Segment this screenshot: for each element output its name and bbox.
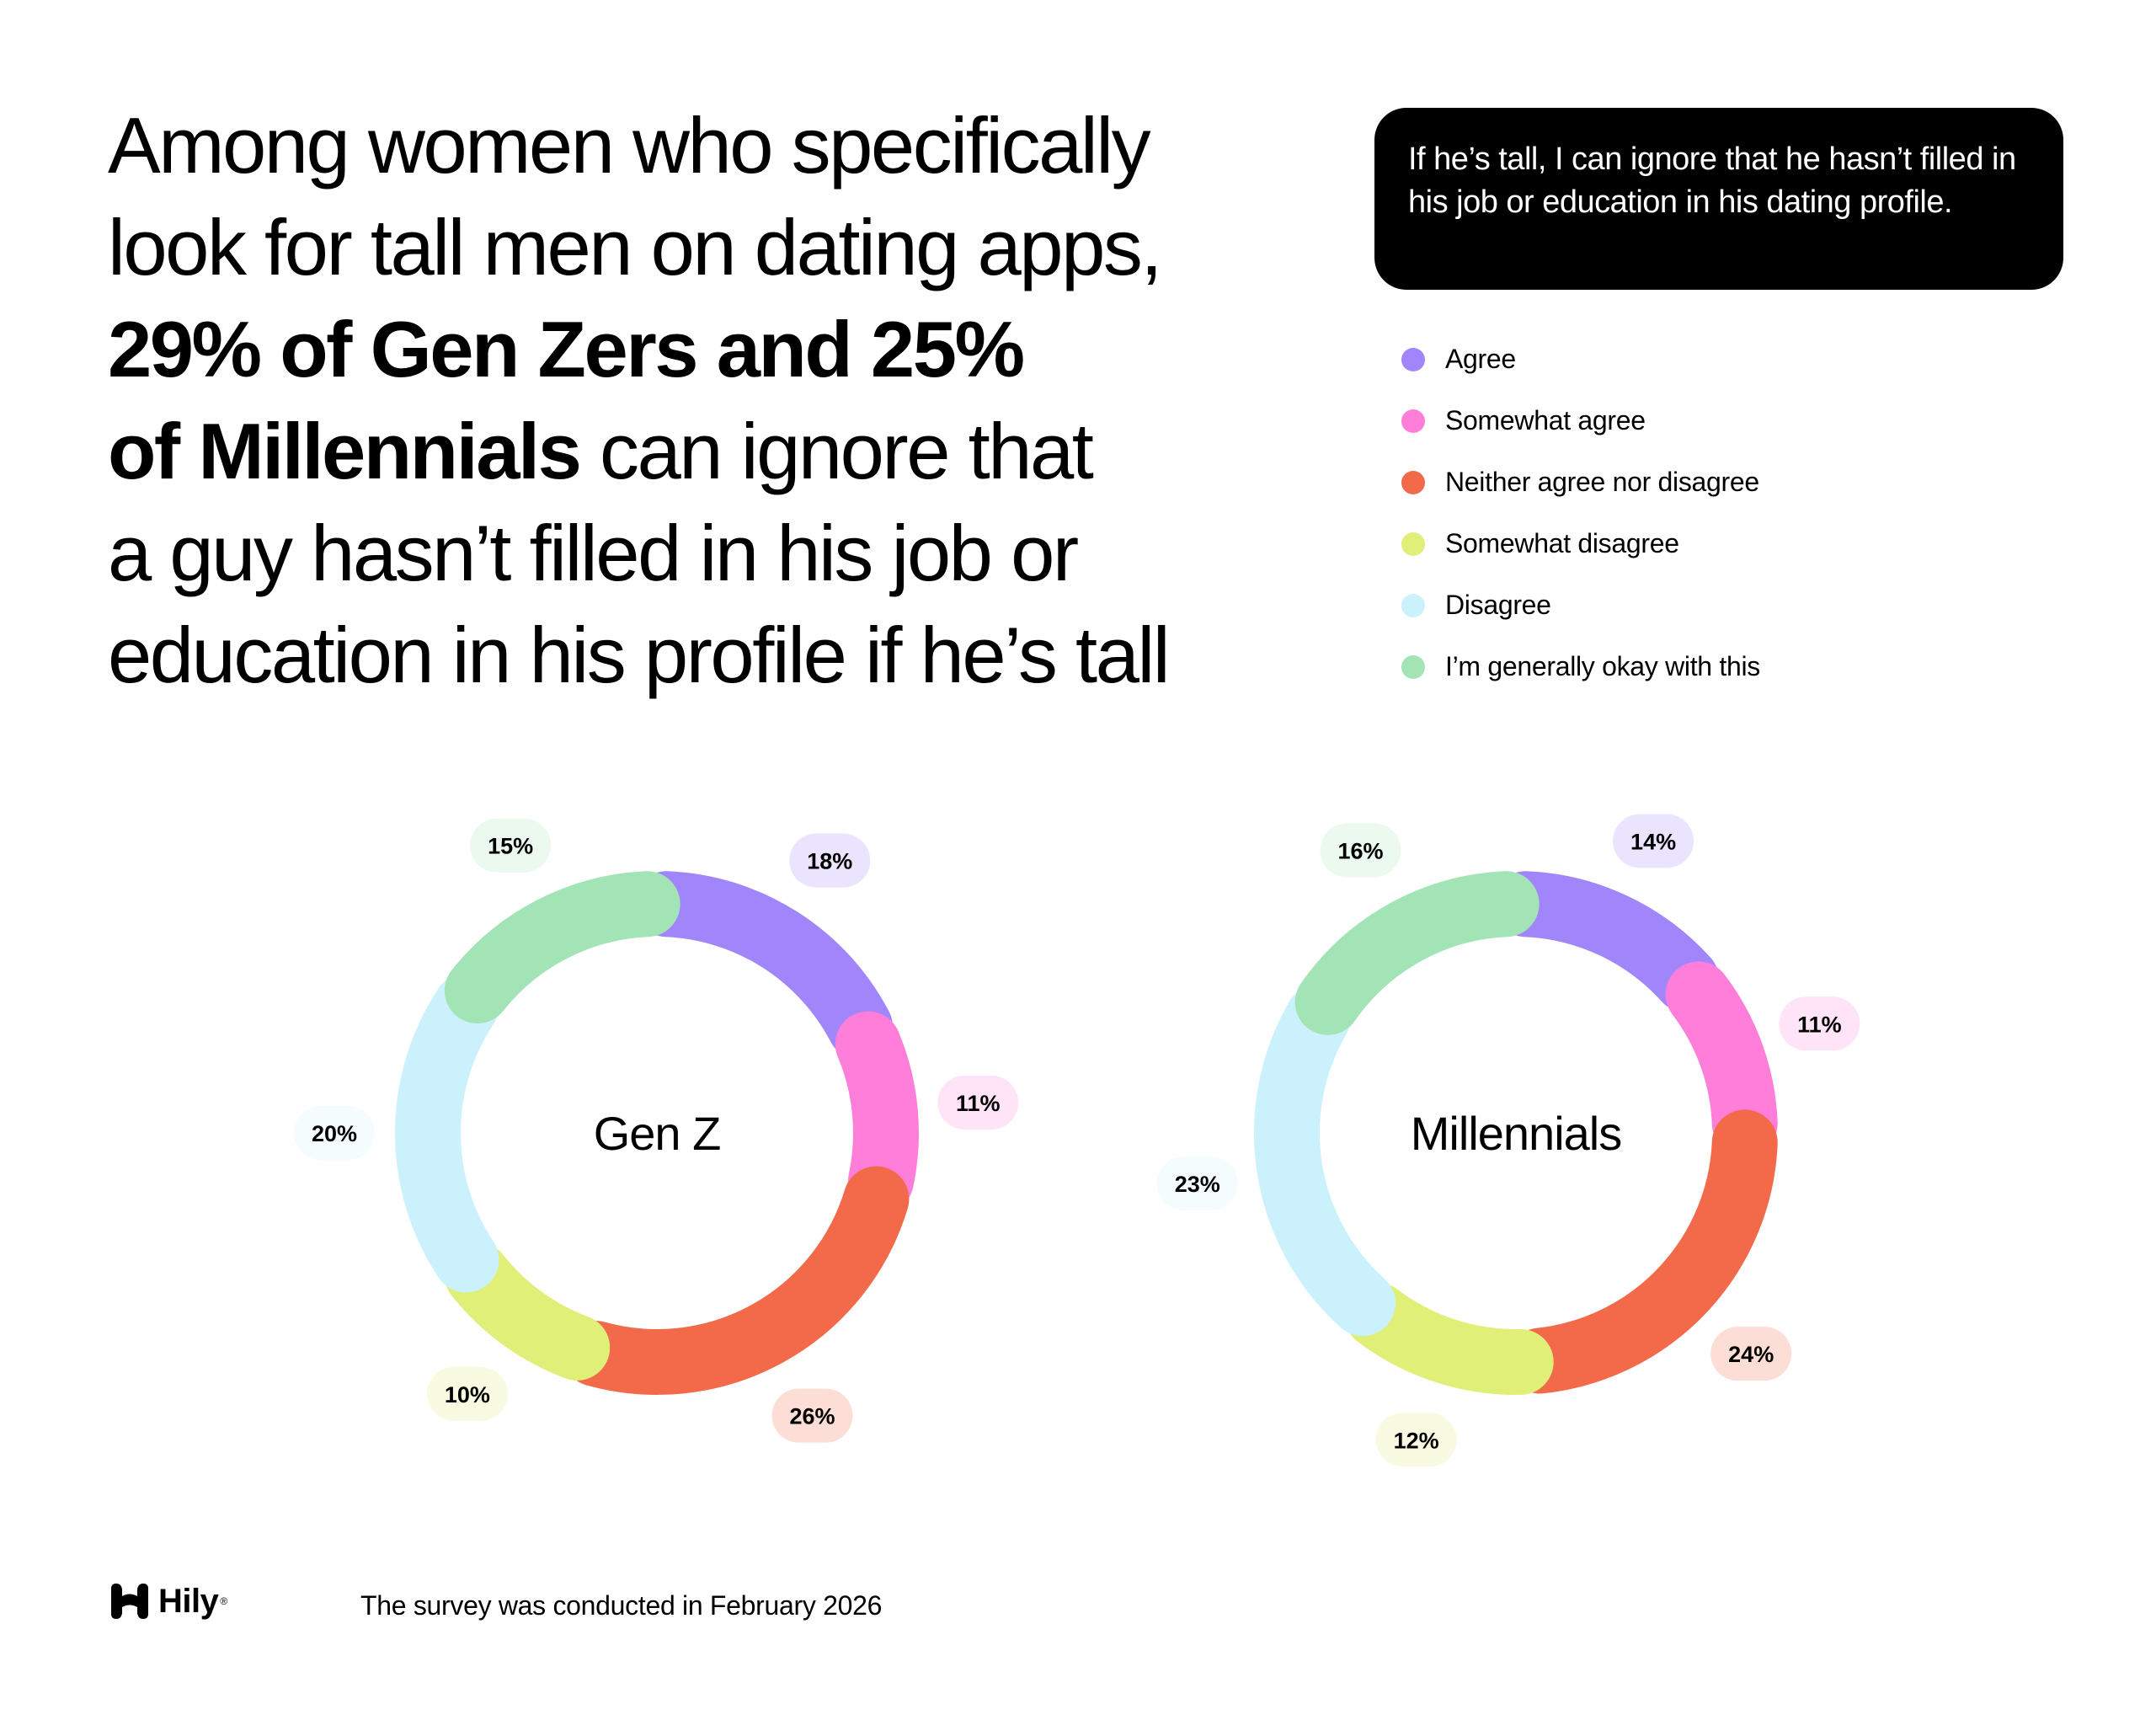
slice-label-millennials-disagree: 23% [1175, 1172, 1220, 1197]
legend-item-disagree: Disagree [1401, 574, 2092, 636]
headline-line-4: of Millennials can ignore that [108, 400, 1354, 502]
legend-label-neither: Neither agree nor disagree [1445, 467, 1759, 497]
legend-dot-agree [1401, 347, 1425, 371]
legend-label-agree: Agree [1445, 344, 1516, 374]
slice-millennials-agree [1492, 871, 1720, 1012]
slice-genz-agree [633, 871, 894, 1060]
hily-logo-icon [111, 1584, 148, 1619]
slice-label-bg-genz-somewhat-disagree [426, 1366, 508, 1421]
headline: Among women who specifically look for ta… [108, 94, 1354, 706]
headline-line-4-rest: can ignore that [579, 407, 1094, 495]
legend-item-somewhat-disagree: Somewhat disagree [1401, 513, 2092, 574]
slice-label-bg-millennials-okay [1320, 823, 1401, 878]
slice-millennials-somewhat-agree [1665, 961, 1778, 1156]
donut-chart-millennials: 14% 11% 24% 12% 23% 16% Millennials [1156, 814, 1860, 1467]
slice-label-genz-okay: 15% [488, 834, 533, 859]
hily-logo-registered: ® [220, 1595, 228, 1607]
legend-dot-disagree [1401, 593, 1425, 617]
headline-line-6: education in his profile if he’s tall [108, 611, 1171, 699]
slice-label-bg-millennials-somewhat-disagree [1375, 1413, 1457, 1467]
legend: Agree Somewhat agree Neither agree nor d… [1401, 329, 2092, 697]
survey-date-note: The survey was conducted in February 202… [360, 1590, 883, 1621]
slice-genz-somewhat-agree [835, 1011, 919, 1214]
slice-genz-disagree [395, 973, 499, 1293]
slice-millennials-neither [1507, 1109, 1778, 1394]
slice-label-bg-millennials-neither [1710, 1327, 1792, 1381]
center-label-millennials: Millennials [1411, 1107, 1621, 1160]
legend-item-agree: Agree [1401, 329, 2092, 390]
legend-dot-okay [1401, 654, 1425, 679]
legend-label-somewhat-agree: Somewhat agree [1445, 405, 1646, 435]
slice-label-millennials-neither: 24% [1728, 1342, 1774, 1367]
slice-label-bg-genz-disagree [294, 1106, 375, 1160]
slice-label-millennials-somewhat-agree: 11% [1797, 1012, 1842, 1037]
legend-item-somewhat-agree: Somewhat agree [1401, 390, 2092, 451]
hily-logo: Hily ® [108, 1582, 227, 1621]
slice-label-millennials-okay: 16% [1337, 838, 1383, 863]
center-label-genz: Gen Z [594, 1107, 721, 1160]
slice-label-genz-neither: 26% [789, 1404, 835, 1429]
legend-label-okay: I’m generally okay with this [1445, 651, 1760, 681]
slice-label-bg-genz-somewhat-agree [937, 1075, 1019, 1130]
headline-highlight-millennials: of Millennials [108, 407, 582, 495]
slice-label-millennials-agree: 14% [1630, 829, 1676, 854]
slice-label-bg-genz-neither [771, 1388, 853, 1443]
slice-label-bg-genz-okay [470, 818, 552, 873]
slice-label-millennials-somewhat-disagree: 12% [1394, 1428, 1439, 1453]
slice-label-bg-millennials-agree [1613, 814, 1694, 868]
slice-label-genz-agree: 18% [807, 849, 852, 874]
legend-label-somewhat-disagree: Somewhat disagree [1445, 528, 1679, 558]
legend-item-okay: I’m generally okay with this [1401, 636, 2092, 697]
legend-item-neither: Neither agree nor disagree [1401, 451, 2092, 513]
slice-label-bg-millennials-somewhat-agree [1779, 996, 1860, 1051]
headline-line-2: look for tall men on dating apps, [108, 203, 1162, 291]
legend-dot-somewhat-agree [1401, 409, 1425, 433]
headline-line-3: 29% of Gen Zers and 25% [108, 298, 1354, 400]
legend-dot-somewhat-disagree [1401, 531, 1425, 556]
legend-dot-neither [1401, 470, 1425, 494]
slice-label-bg-genz-agree [789, 833, 871, 888]
headline-highlight-genz: 29% of Gen Zers and 25% [108, 305, 1025, 393]
donut-chart-genz: 18% 11% 26% 10% 20% 15% Gen Z [294, 818, 1019, 1443]
slice-label-genz-disagree: 20% [312, 1121, 357, 1146]
slice-label-bg-millennials-disagree [1156, 1156, 1238, 1210]
slice-genz-okay [444, 871, 680, 1024]
survey-question-text: If he’s tall, I can ignore that he hasn’… [1408, 142, 2016, 220]
headline-line-1: Among women who specifically [108, 101, 1151, 190]
headline-line-5: a guy hasn’t filled in his job or [108, 509, 1079, 597]
slice-millennials-disagree [1254, 986, 1396, 1337]
slice-millennials-somewhat-disagree [1344, 1282, 1554, 1395]
slice-label-genz-somewhat-disagree: 10% [445, 1382, 490, 1408]
slice-label-genz-somewhat-agree: 11% [956, 1091, 1001, 1116]
slice-millennials-okay [1294, 871, 1540, 1035]
hily-logo-wordmark: Hily [158, 1582, 219, 1620]
slice-genz-neither [562, 1166, 910, 1395]
survey-question-box: If he’s tall, I can ignore that he hasn’… [1374, 108, 2063, 290]
slice-genz-somewhat-disagree [444, 1242, 611, 1381]
legend-label-disagree: Disagree [1445, 590, 1551, 620]
